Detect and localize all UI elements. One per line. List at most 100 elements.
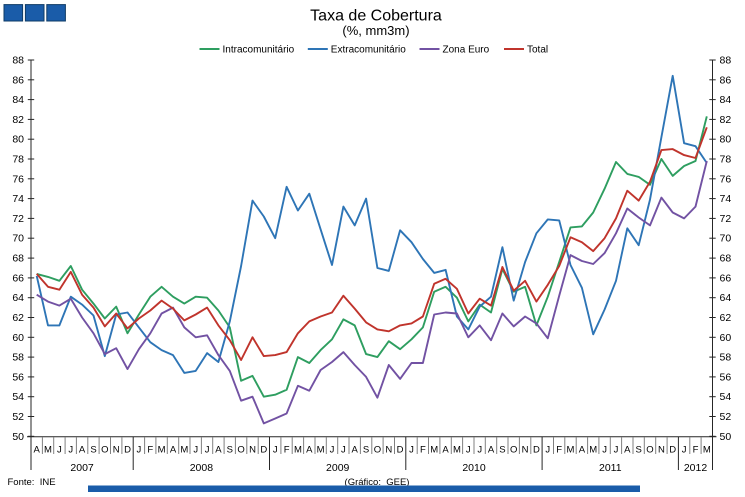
svg-text:52: 52 xyxy=(12,411,24,423)
svg-text:72: 72 xyxy=(12,213,24,225)
svg-text:A: A xyxy=(79,444,86,455)
svg-text:A: A xyxy=(215,444,222,455)
svg-text:J: J xyxy=(57,444,62,455)
svg-text:(Gráfico: GEE): (Gráfico: GEE) xyxy=(345,477,410,488)
svg-text:M: M xyxy=(317,444,325,455)
svg-text:M: M xyxy=(44,444,52,455)
svg-text:F: F xyxy=(693,444,699,455)
svg-text:D: D xyxy=(260,444,267,455)
svg-text:76: 76 xyxy=(12,173,24,185)
svg-text:66: 66 xyxy=(720,272,732,284)
svg-text:J: J xyxy=(341,444,346,455)
svg-text:J: J xyxy=(477,444,482,455)
svg-text:2011: 2011 xyxy=(599,462,622,474)
svg-text:76: 76 xyxy=(720,173,732,185)
svg-text:M: M xyxy=(703,444,711,455)
svg-text:J: J xyxy=(205,444,210,455)
svg-text:64: 64 xyxy=(12,292,24,304)
svg-text:N: N xyxy=(113,444,120,455)
svg-text:64: 64 xyxy=(720,292,732,304)
svg-text:M: M xyxy=(158,444,166,455)
svg-text:J: J xyxy=(682,444,687,455)
svg-text:J: J xyxy=(409,444,414,455)
svg-text:62: 62 xyxy=(720,312,732,324)
svg-text:D: D xyxy=(669,444,676,455)
svg-text:80: 80 xyxy=(720,134,732,146)
svg-text:(%, mm3m): (%, mm3m) xyxy=(342,23,409,38)
svg-text:O: O xyxy=(646,444,653,455)
svg-text:A: A xyxy=(579,444,586,455)
svg-text:F: F xyxy=(420,444,426,455)
svg-text:F: F xyxy=(284,444,290,455)
svg-text:2010: 2010 xyxy=(462,462,486,474)
svg-text:86: 86 xyxy=(12,74,24,86)
svg-text:N: N xyxy=(249,444,256,455)
svg-text:56: 56 xyxy=(720,371,732,383)
svg-text:82: 82 xyxy=(720,114,732,126)
svg-text:50: 50 xyxy=(720,431,732,443)
svg-text:62: 62 xyxy=(12,312,24,324)
svg-text:88: 88 xyxy=(12,55,24,67)
svg-text:M: M xyxy=(294,444,302,455)
svg-text:60: 60 xyxy=(12,332,24,344)
svg-text:O: O xyxy=(237,444,244,455)
svg-text:54: 54 xyxy=(720,391,732,403)
svg-text:J: J xyxy=(137,444,142,455)
svg-text:S: S xyxy=(363,444,369,455)
svg-text:52: 52 xyxy=(720,411,732,423)
svg-text:Total: Total xyxy=(527,44,548,55)
svg-text:50: 50 xyxy=(12,431,24,443)
svg-text:A: A xyxy=(488,444,495,455)
svg-text:J: J xyxy=(545,444,550,455)
svg-text:A: A xyxy=(624,444,631,455)
svg-text:84: 84 xyxy=(720,94,732,106)
svg-text:Zona Euro: Zona Euro xyxy=(443,44,490,55)
svg-text:Intracomunitário: Intracomunitário xyxy=(223,44,295,55)
svg-text:S: S xyxy=(227,444,233,455)
svg-text:A: A xyxy=(442,444,449,455)
svg-text:F: F xyxy=(556,444,562,455)
svg-text:A: A xyxy=(352,444,359,455)
svg-text:68: 68 xyxy=(720,253,732,265)
svg-text:M: M xyxy=(567,444,575,455)
svg-text:66: 66 xyxy=(12,272,24,284)
svg-text:D: D xyxy=(533,444,540,455)
svg-text:N: N xyxy=(658,444,665,455)
svg-text:D: D xyxy=(397,444,404,455)
svg-text:70: 70 xyxy=(12,233,24,245)
svg-text:78: 78 xyxy=(12,154,24,166)
svg-text:F: F xyxy=(147,444,153,455)
svg-text:88: 88 xyxy=(720,55,732,67)
svg-text:S: S xyxy=(499,444,505,455)
svg-text:58: 58 xyxy=(12,352,24,364)
svg-text:58: 58 xyxy=(720,352,732,364)
svg-text:84: 84 xyxy=(12,94,24,106)
svg-text:60: 60 xyxy=(720,332,732,344)
svg-text:2008: 2008 xyxy=(190,462,214,474)
svg-text:J: J xyxy=(193,444,198,455)
svg-text:M: M xyxy=(453,444,461,455)
svg-text:78: 78 xyxy=(720,154,732,166)
svg-text:A: A xyxy=(170,444,177,455)
svg-text:74: 74 xyxy=(720,193,732,205)
svg-text:Taxa de Cobertura: Taxa de Cobertura xyxy=(310,8,442,25)
svg-text:86: 86 xyxy=(720,74,732,86)
svg-text:56: 56 xyxy=(12,371,24,383)
svg-text:J: J xyxy=(602,444,607,455)
svg-text:O: O xyxy=(510,444,517,455)
svg-text:A: A xyxy=(306,444,313,455)
svg-text:Fonte: INE: Fonte: INE xyxy=(8,477,56,488)
svg-text:O: O xyxy=(101,444,108,455)
svg-text:82: 82 xyxy=(12,114,24,126)
svg-text:M: M xyxy=(430,444,438,455)
svg-text:J: J xyxy=(466,444,471,455)
svg-text:M: M xyxy=(589,444,597,455)
svg-text:J: J xyxy=(614,444,619,455)
svg-text:72: 72 xyxy=(720,213,732,225)
svg-text:S: S xyxy=(90,444,96,455)
svg-text:2009: 2009 xyxy=(326,462,350,474)
svg-text:70: 70 xyxy=(720,233,732,245)
svg-text:54: 54 xyxy=(12,391,24,403)
svg-text:N: N xyxy=(385,444,392,455)
svg-text:Extracomunitário: Extracomunitário xyxy=(331,44,406,55)
